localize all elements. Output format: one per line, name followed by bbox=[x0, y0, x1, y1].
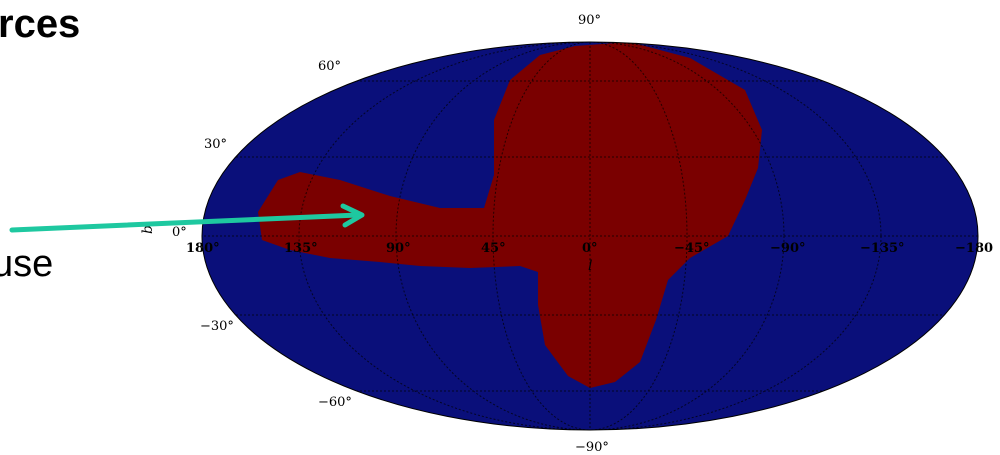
lon-label-minus90: −90° bbox=[770, 241, 805, 256]
slide-title-fragment: rces bbox=[0, 2, 81, 46]
lon-label-minus135: −135° bbox=[860, 241, 905, 256]
lon-label-135: 135° bbox=[284, 241, 318, 256]
lon-label-90: 90° bbox=[386, 241, 411, 256]
lat-label-minus60: −60° bbox=[318, 395, 352, 410]
lon-label-45: 45° bbox=[481, 241, 506, 256]
lat-label-0: 0° bbox=[172, 225, 187, 240]
slide-body-text-fragment: use bbox=[0, 243, 54, 285]
lon-label-180: 180° bbox=[186, 241, 220, 256]
highlighted-sky-region bbox=[258, 42, 762, 388]
lat-label-60: 60° bbox=[318, 59, 341, 74]
lon-label-0: 0° bbox=[582, 241, 598, 256]
pointer-arrow-shaft bbox=[9, 212, 361, 233]
pointer-arrow bbox=[9, 203, 365, 233]
grid-meridian-pm90 bbox=[395, 42, 785, 430]
lat-label-minus90: −90° bbox=[575, 440, 609, 455]
pointer-arrow-head bbox=[340, 203, 365, 228]
grid-meridian-pm45 bbox=[492, 42, 688, 430]
lat-label-minus30: −30° bbox=[200, 319, 234, 334]
x-axis-label: l bbox=[588, 258, 592, 274]
lat-label-90: 90° bbox=[578, 13, 601, 28]
grid-meridian-pm135 bbox=[298, 42, 882, 430]
lon-label-minus180: −180 bbox=[955, 241, 993, 256]
lat-label-30: 30° bbox=[204, 137, 227, 152]
lon-label-minus45: −45° bbox=[674, 241, 709, 256]
y-axis-label: b bbox=[140, 225, 156, 234]
map-outline bbox=[201, 41, 979, 431]
